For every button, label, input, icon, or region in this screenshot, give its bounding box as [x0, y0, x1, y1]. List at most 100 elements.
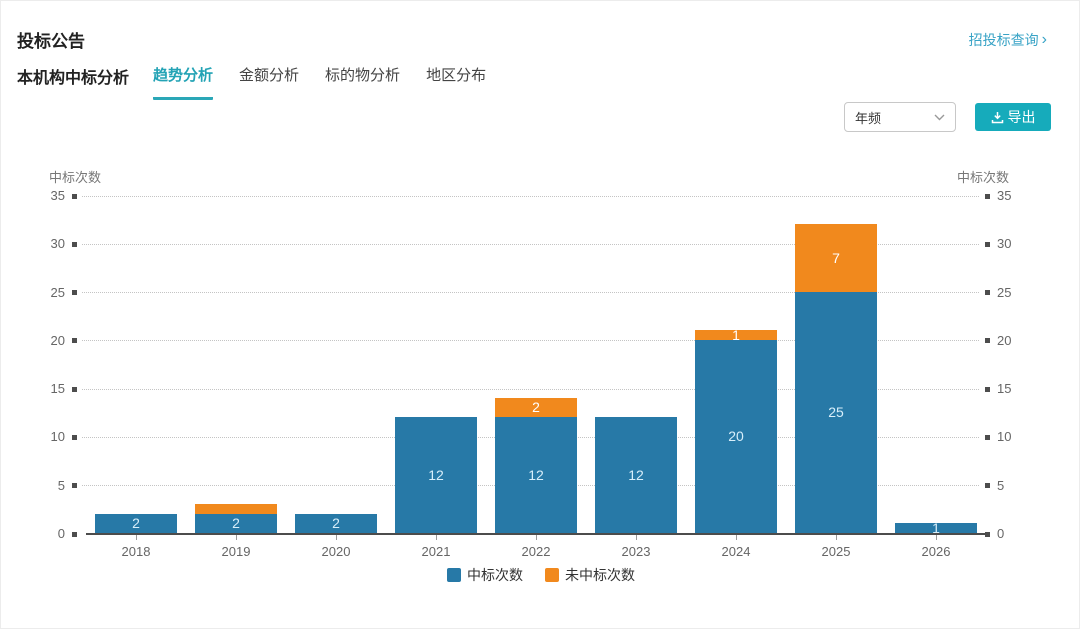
bar-segment[interactable]: 20 — [695, 339, 777, 533]
tab-subject-analysis[interactable]: 标的物分析 — [325, 67, 401, 84]
gridline — [82, 340, 979, 342]
bar-value-label: 1 — [732, 330, 740, 340]
x-axis-tick — [436, 535, 437, 540]
bar-segment[interactable]: 1 — [695, 330, 777, 340]
y-axis-tick-label-left: 25 — [50, 284, 65, 300]
bar-segment[interactable]: 2 — [195, 513, 277, 533]
y-axis-tick-square-left — [72, 434, 77, 440]
y-axis-tick-label-right: 0 — [997, 526, 1005, 541]
y-axis-name-right: 中标次数 — [957, 170, 1010, 185]
x-axis-tick — [636, 535, 637, 540]
bar-segment[interactable]: 2 — [95, 513, 177, 533]
y-axis-tick-square-left — [72, 531, 77, 537]
y-axis-tick-square-left — [72, 290, 77, 296]
y-axis-tick-label-left: 0 — [57, 526, 65, 541]
x-axis-label: 2021 — [421, 544, 451, 559]
x-axis-label: 2023 — [621, 544, 651, 559]
bar-segment[interactable]: 12 — [595, 417, 677, 533]
bar-segment[interactable] — [195, 504, 277, 514]
x-axis-label: 2026 — [921, 544, 951, 559]
y-axis-tick-square-left — [72, 338, 77, 344]
y-axis-tick-square-right — [985, 483, 990, 489]
y-axis-name-left: 中标次数 — [49, 170, 102, 185]
frequency-select[interactable]: 年频 — [844, 102, 956, 132]
bar-value-label: 12 — [628, 467, 644, 484]
tab-amount-analysis[interactable]: 金额分析 — [239, 67, 300, 84]
x-axis-label: 2018 — [121, 544, 151, 559]
y-axis-tick-label-right: 20 — [997, 332, 1012, 348]
tab-region-distribution[interactable]: 地区分布 — [426, 67, 487, 84]
bar-segment[interactable]: 25 — [795, 291, 877, 533]
tab-trend-analysis[interactable]: 趋势分析 — [153, 64, 214, 100]
x-axis-label: 2025 — [821, 544, 851, 559]
bar-value-label: 12 — [528, 467, 544, 484]
x-axis-label: 2024 — [721, 544, 751, 559]
legend-swatch — [447, 568, 461, 582]
x-axis-tick — [536, 535, 537, 540]
y-axis-tick-square-right — [985, 531, 990, 537]
y-axis-tick-square-left — [72, 241, 77, 247]
bar-value-label: 25 — [828, 404, 844, 421]
y-axis-tick-square-right — [985, 386, 990, 392]
bar-value-label: 20 — [728, 428, 744, 445]
bar-value-label: 2 — [532, 399, 540, 416]
bid-query-link[interactable]: 招投标查询 › — [969, 30, 1047, 50]
gridline — [82, 292, 979, 294]
section-label-org-analysis[interactable]: 本机构中标分析 — [17, 70, 130, 87]
y-axis-tick-label-left: 20 — [50, 332, 65, 348]
bar-value-label: 2 — [132, 515, 140, 532]
x-axis-label: 2019 — [221, 544, 251, 559]
bar-value-label: 12 — [428, 467, 444, 484]
gridline — [82, 243, 979, 245]
frequency-select-value: 年频 — [855, 110, 882, 126]
bar-segment[interactable]: 12 — [395, 417, 477, 533]
y-axis-tick-square-left — [72, 193, 77, 199]
bar-segment[interactable]: 2 — [295, 513, 377, 533]
x-axis-tick — [336, 535, 337, 540]
legend-label: 中标次数 — [467, 567, 523, 583]
x-axis-line — [86, 533, 986, 535]
bar-segment[interactable]: 1 — [895, 523, 977, 533]
legend-item[interactable]: 中标次数 — [447, 565, 523, 585]
y-axis-tick-label-right: 35 — [997, 188, 1012, 203]
chart-legend: 中标次数 未中标次数 — [1, 565, 1079, 585]
x-axis-tick — [236, 535, 237, 540]
bid-query-link-label: 招投标查询 — [968, 32, 1039, 48]
bar-value-label: 2 — [232, 515, 240, 532]
y-axis-tick-label-left: 15 — [50, 381, 65, 397]
y-axis-tick-label-right: 15 — [997, 381, 1012, 397]
x-axis-label: 2022 — [521, 544, 551, 559]
export-button[interactable]: 导出 — [975, 103, 1051, 131]
bar-value-label: 2 — [332, 515, 340, 532]
bar-segment[interactable]: 12 — [495, 417, 577, 533]
y-axis-tick-label-left: 5 — [57, 477, 65, 493]
y-axis-tick-label-right: 5 — [997, 477, 1005, 493]
page-title: 投标公告 — [17, 32, 85, 51]
bar-value-label: 1 — [932, 523, 940, 533]
y-axis-tick-square-right — [985, 241, 990, 247]
y-axis-tick-square-right — [985, 434, 990, 440]
bar-segment[interactable]: 7 — [795, 223, 877, 292]
analysis-tabs: 本机构中标分析 趋势分析 金额分析 标的物分析 地区分布 — [17, 64, 512, 100]
gridline — [82, 195, 979, 197]
chevron-down-icon — [934, 114, 945, 120]
x-axis-label: 2020 — [321, 544, 351, 559]
y-axis-tick-square-right — [985, 193, 990, 199]
y-axis-tick-label-left: 10 — [50, 429, 65, 445]
download-icon — [991, 111, 1003, 123]
y-axis-tick-square-left — [72, 483, 77, 489]
x-axis-tick — [836, 535, 837, 540]
legend-label: 未中标次数 — [565, 567, 635, 583]
legend-swatch — [545, 568, 559, 582]
gridline — [82, 388, 979, 390]
y-axis-tick-label-left: 35 — [50, 188, 65, 203]
x-axis-tick — [736, 535, 737, 540]
y-axis-tick-label-right: 10 — [997, 429, 1012, 445]
legend-item[interactable]: 未中标次数 — [545, 565, 635, 585]
chevron-right-icon: › — [1041, 31, 1047, 48]
bar-segment[interactable]: 2 — [495, 397, 577, 418]
y-axis-tick-label-right: 30 — [997, 236, 1012, 252]
y-axis-tick-square-right — [985, 290, 990, 296]
export-button-label: 导出 — [1007, 109, 1036, 125]
